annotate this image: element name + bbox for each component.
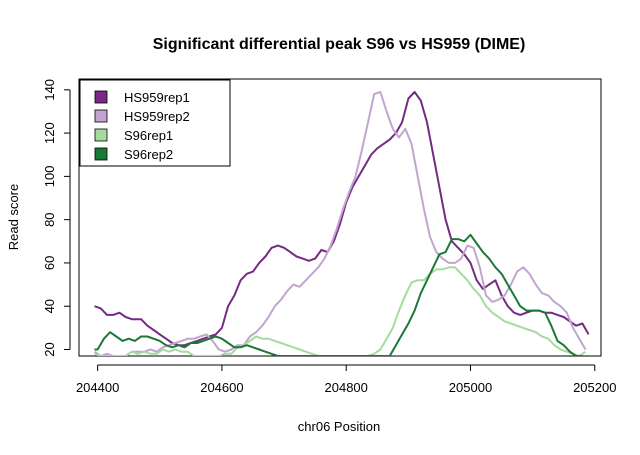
y-tick-label: 60 <box>42 256 57 270</box>
x-tick-label: 204800 <box>325 380 368 395</box>
series-line-s96rep1 <box>94 266 587 356</box>
legend-label-hs959rep2: HS959rep2 <box>124 109 190 124</box>
legend-label-s96rep2: S96rep2 <box>124 147 173 162</box>
x-axis-label: chr06 Position <box>298 419 380 434</box>
legend-swatch-hs959rep1 <box>94 90 108 104</box>
legend-swatch-s96rep2 <box>94 147 108 161</box>
y-axis-label: Read score <box>6 184 21 250</box>
y-tick-label: 100 <box>42 166 57 188</box>
x-tick-label: 205000 <box>449 380 492 395</box>
y-tick-label: 120 <box>42 122 57 144</box>
y-tick-label: 140 <box>42 79 57 101</box>
legend-swatch-hs959rep2 <box>94 109 108 123</box>
x-axis: 204400 204600 204800 205000 205200 <box>76 364 616 395</box>
legend-swatch-s96rep1 <box>94 128 108 142</box>
series-lines <box>93 91 590 356</box>
y-tick-label: 80 <box>42 212 57 226</box>
x-tick-label: 205200 <box>573 380 616 395</box>
y-tick-label: 40 <box>42 299 57 313</box>
legend-label-s96rep1: S96rep1 <box>124 128 173 143</box>
legend: HS959rep1 HS959rep2 S96rep1 S96rep2 <box>79 79 231 167</box>
series-line-hs959rep2 <box>93 91 587 356</box>
x-tick-label: 204600 <box>200 380 243 395</box>
x-tick-label: 204400 <box>76 380 119 395</box>
chart-title: Significant differential peak S96 vs HS9… <box>153 36 526 53</box>
y-axis: 20 40 60 80 100 120 140 <box>42 79 71 357</box>
legend-label-hs959rep1: HS959rep1 <box>124 90 190 105</box>
y-tick-label: 20 <box>42 342 57 356</box>
series-line-s96rep2 <box>94 233 583 356</box>
